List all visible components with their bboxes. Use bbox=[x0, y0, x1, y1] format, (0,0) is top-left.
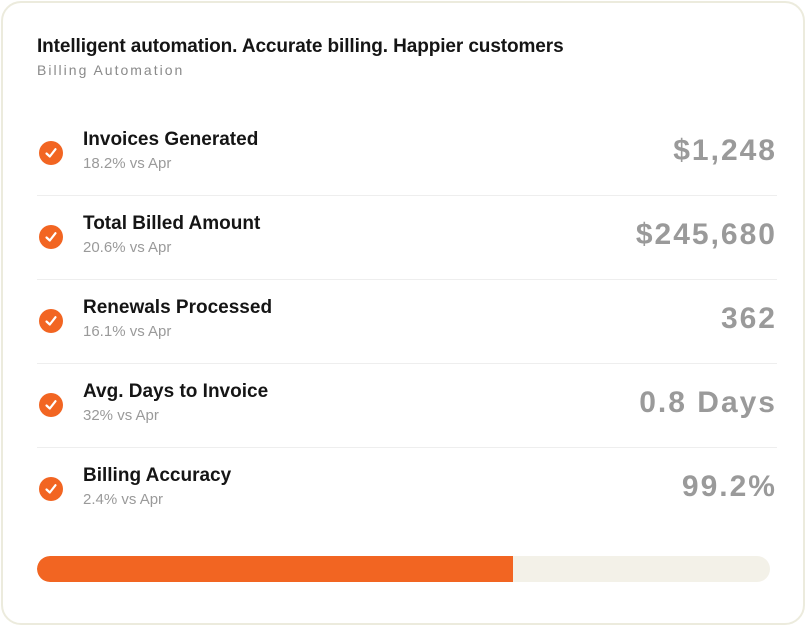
check-circle-icon bbox=[39, 393, 63, 417]
metric-change: 32% vs Apr bbox=[83, 407, 159, 424]
metric-change: 18.2% vs Apr bbox=[83, 155, 172, 172]
metric-label: Billing Accuracy bbox=[83, 465, 232, 486]
metric-value: 0.8 Days bbox=[639, 386, 777, 419]
check-circle-icon bbox=[39, 309, 63, 333]
metric-label: Total Billed Amount bbox=[83, 213, 261, 234]
metric-change: 16.1% vs Apr bbox=[83, 323, 172, 340]
metric-label: Renewals Processed bbox=[83, 297, 273, 318]
metric-row-invoices-generated: Invoices Generated 18.2% vs Apr $1,248 bbox=[37, 112, 777, 196]
metric-change: 2.4% vs Apr bbox=[83, 491, 164, 508]
metrics-list: Invoices Generated 18.2% vs Apr $1,248 T… bbox=[37, 112, 777, 532]
metric-value: 362 bbox=[720, 302, 777, 335]
metric-change: 20.6% vs Apr bbox=[83, 239, 172, 256]
progress-bar bbox=[37, 556, 770, 582]
metric-label: Avg. Days to Invoice bbox=[83, 381, 269, 402]
card-subtitle: Billing Automation bbox=[37, 62, 185, 78]
card-title: Intelligent automation. Accurate billing… bbox=[37, 36, 564, 57]
metric-label: Invoices Generated bbox=[83, 129, 259, 150]
check-circle-icon bbox=[39, 477, 63, 501]
progress-bar-fill bbox=[37, 556, 514, 582]
metric-row-renewals-processed: Renewals Processed 16.1% vs Apr 362 bbox=[37, 280, 777, 364]
metric-row-total-billed-amount: Total Billed Amount 20.6% vs Apr $245,68… bbox=[37, 196, 777, 280]
metric-row-billing-accuracy: Billing Accuracy 2.4% vs Apr 99.2% bbox=[37, 448, 777, 532]
metric-value: $1,248 bbox=[673, 134, 777, 167]
check-circle-icon bbox=[39, 141, 63, 165]
metric-value: 99.2% bbox=[681, 470, 777, 503]
metric-row-avg-days-to-invoice: Avg. Days to Invoice 32% vs Apr 0.8 Days bbox=[37, 364, 777, 448]
metric-value: $245,680 bbox=[635, 218, 777, 251]
check-circle-icon bbox=[39, 225, 63, 249]
